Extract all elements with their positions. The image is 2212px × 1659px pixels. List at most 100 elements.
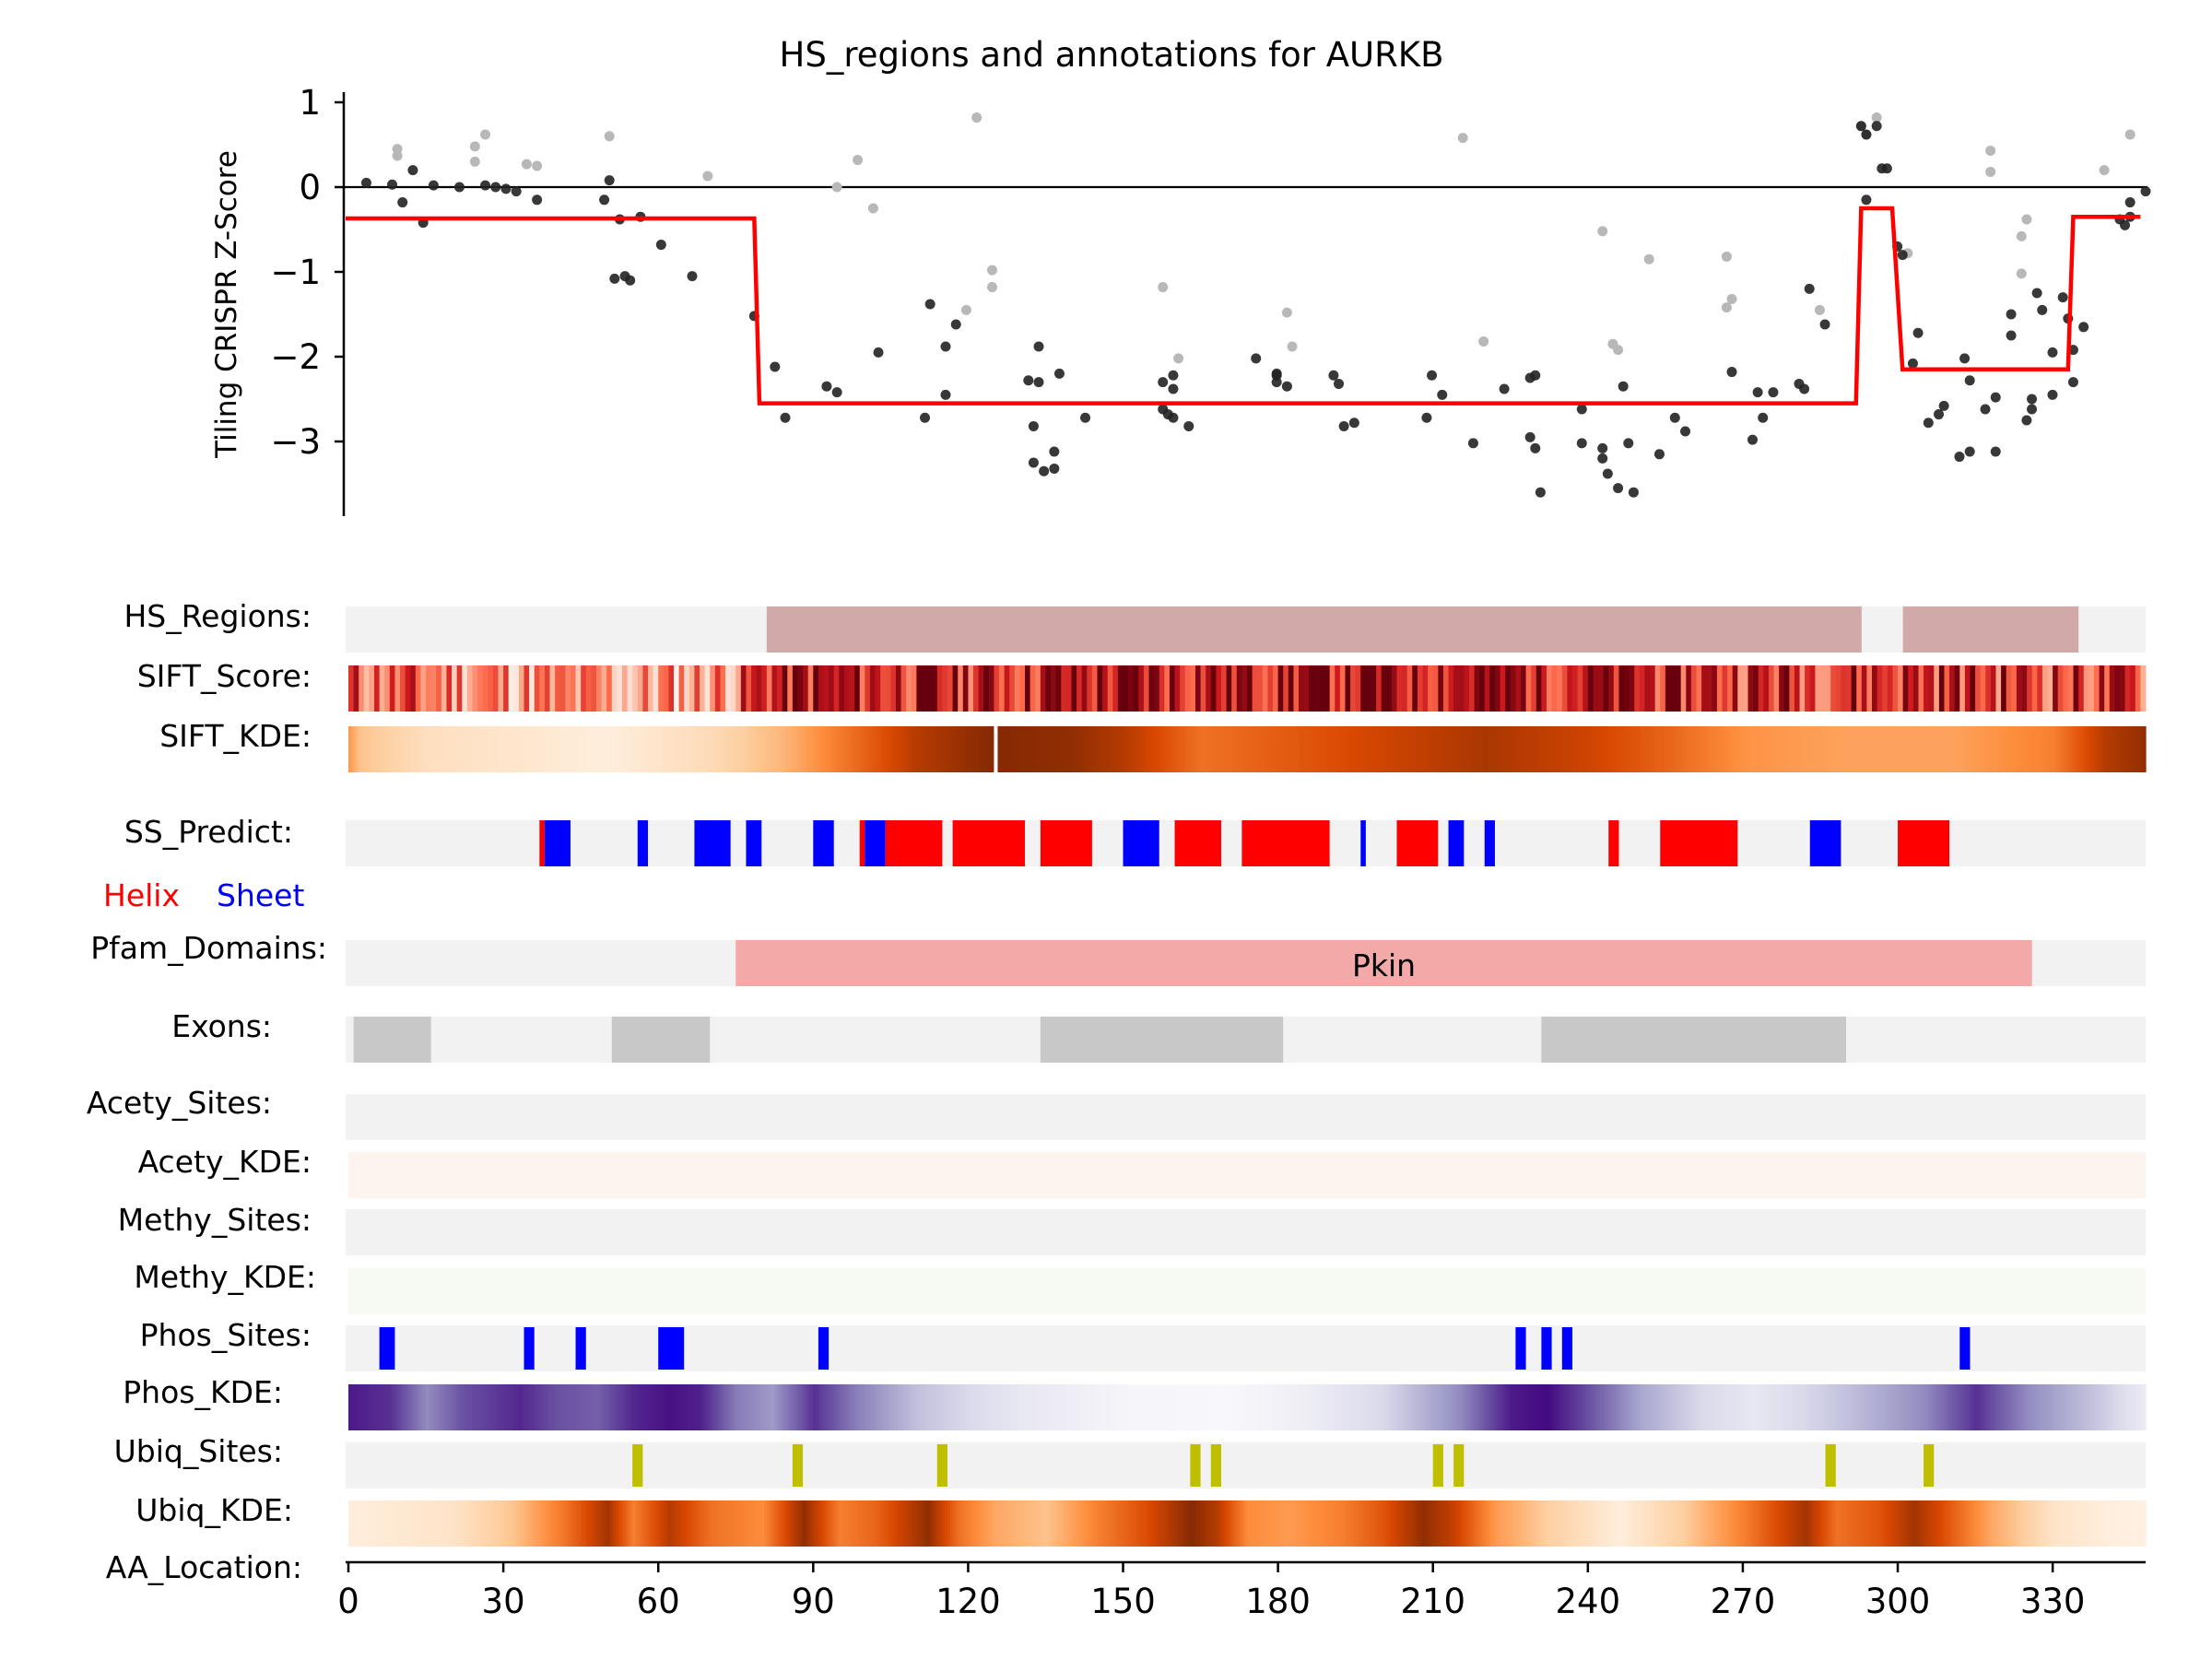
data-point [1576,438,1587,449]
phos-kde-cell [929,1384,933,1430]
phos-kde-cell [1148,1384,1152,1430]
ubiq-kde-cell [1112,1500,1116,1547]
data-point [687,271,698,282]
ubiq-kde-cell [1244,1500,1248,1547]
sift-kde-cell [1547,726,1550,772]
ubiq-kde-cell [924,1500,928,1547]
phos-kde-cell [1835,1384,1840,1430]
sift-kde-cell [1993,726,1997,772]
phos-kde-cell [1716,1384,1721,1430]
phos-kde-cell [1792,1384,1795,1430]
ubiq-kde-cell [1277,1500,1282,1547]
sift-kde-cell [1595,726,1599,772]
sift-kde-cell [1218,726,1222,772]
phos-kde-cell [2096,1384,2100,1430]
ubiq-kde-cell [1925,1500,1930,1547]
ubiq-kde-cell [1115,1500,1119,1547]
ubiq-kde-cell [1835,1500,1840,1547]
ubiq-kde-cell [1288,1500,1292,1547]
sift-kde-cell [2054,726,2059,772]
ubiq-kde-cell [1703,1500,1708,1547]
sift-kde-cell [833,726,838,772]
sift-score-cell [606,665,613,712]
ubiq-kde-cell [841,1500,845,1547]
ubiq-kde-cell [1889,1500,1894,1547]
sift-kde-cell [761,726,765,772]
exons-segment [353,1017,431,1063]
sift-kde-cell [539,726,543,772]
ubiq-kde-cell [1528,1500,1532,1547]
sift-kde-cell [766,726,771,772]
phos-kde-cell [449,1384,453,1430]
sift-kde-cell [1533,726,1537,772]
sift-score-cell [700,665,706,712]
sift-kde-cell [1892,726,1896,772]
sift-score-cell [441,665,447,712]
ubiq-kde-cell [552,1500,556,1547]
sift-kde-cell [508,726,512,772]
phos-kde-cell [727,1384,732,1430]
sift-kde-cell [1296,726,1300,772]
sift-kde-cell [691,726,696,772]
phos-kde-cell [1709,1384,1712,1430]
phos-kde-cell [1676,1384,1679,1430]
phos-kde-cell [1606,1384,1609,1430]
sift-score-cell [792,665,798,712]
ubiq-kde-cell [1805,1500,1808,1547]
sift-kde-cell [495,726,500,772]
phos-kde-cell [833,1384,838,1430]
phos-kde-cell [1373,1384,1377,1430]
ss-predict-helix [1660,820,1738,866]
phos-kde-cell [557,1384,561,1430]
ss-predict-helix [859,820,865,866]
sift-score-cell [1438,665,1444,712]
data-point [469,156,480,167]
data-point [1855,121,1866,132]
phos-kde-cell [1799,1384,1803,1430]
data-point [1530,442,1541,453]
ubiq-kde-cell [888,1500,891,1547]
ubiq-kde-cell [911,1500,915,1547]
ubiq-kde-cell [1371,1500,1374,1547]
sift-kde-cell [1368,726,1372,772]
phos-kde-cell [1564,1384,1569,1430]
sift-kde-cell [1520,726,1524,772]
phos-kde-cell [2091,1384,2095,1430]
phos-kde-cell [2106,1384,2111,1430]
phos-kde-cell [1355,1384,1359,1430]
phos-kde-cell [854,1384,858,1430]
phos-kde-cell [1544,1384,1547,1430]
sift-score-cell [353,665,359,712]
sift-score-cell [936,665,943,712]
sift-score-cell [2021,665,2028,712]
sift-kde-cell [581,726,584,772]
phos-kde-cell [1187,1384,1191,1430]
phos-kde-cell [820,1384,825,1430]
ubiq-kde-cell [704,1500,709,1547]
phos-kde-cell [1368,1384,1372,1430]
ubiq-kde-cell [921,1500,925,1547]
phos-kde-cell [374,1384,378,1430]
sift-kde-cell [1729,726,1734,772]
sift-score-cell [1624,665,1630,712]
data-point [1287,341,1298,352]
ubiq-kde-cell [1967,1500,1971,1547]
phos-kde-cell [1262,1384,1266,1430]
sift-kde-cell [681,726,685,772]
ubiq-kde-cell [1319,1500,1323,1547]
ubiq-kde-cell [1104,1500,1109,1547]
ubiq-kde-cell [681,1500,685,1547]
ubiq-kde-cell [1629,1500,1633,1547]
sift-score-cell [2073,665,2079,712]
ubiq-kde-cell [1494,1500,1499,1547]
sift-kde-cell [392,726,396,772]
data-point [770,361,781,372]
ubiq-kde-cell [1634,1500,1638,1547]
ubiq-kde-cell [665,1500,670,1547]
ubiq-kde-cell [423,1500,427,1547]
phos-kde-cell [1218,1384,1222,1430]
phos-kde-cell [1048,1384,1052,1430]
phos-kde-cell [534,1384,538,1430]
ubiq-kde-cell [1190,1500,1194,1547]
sift-kde-cell [717,726,722,772]
